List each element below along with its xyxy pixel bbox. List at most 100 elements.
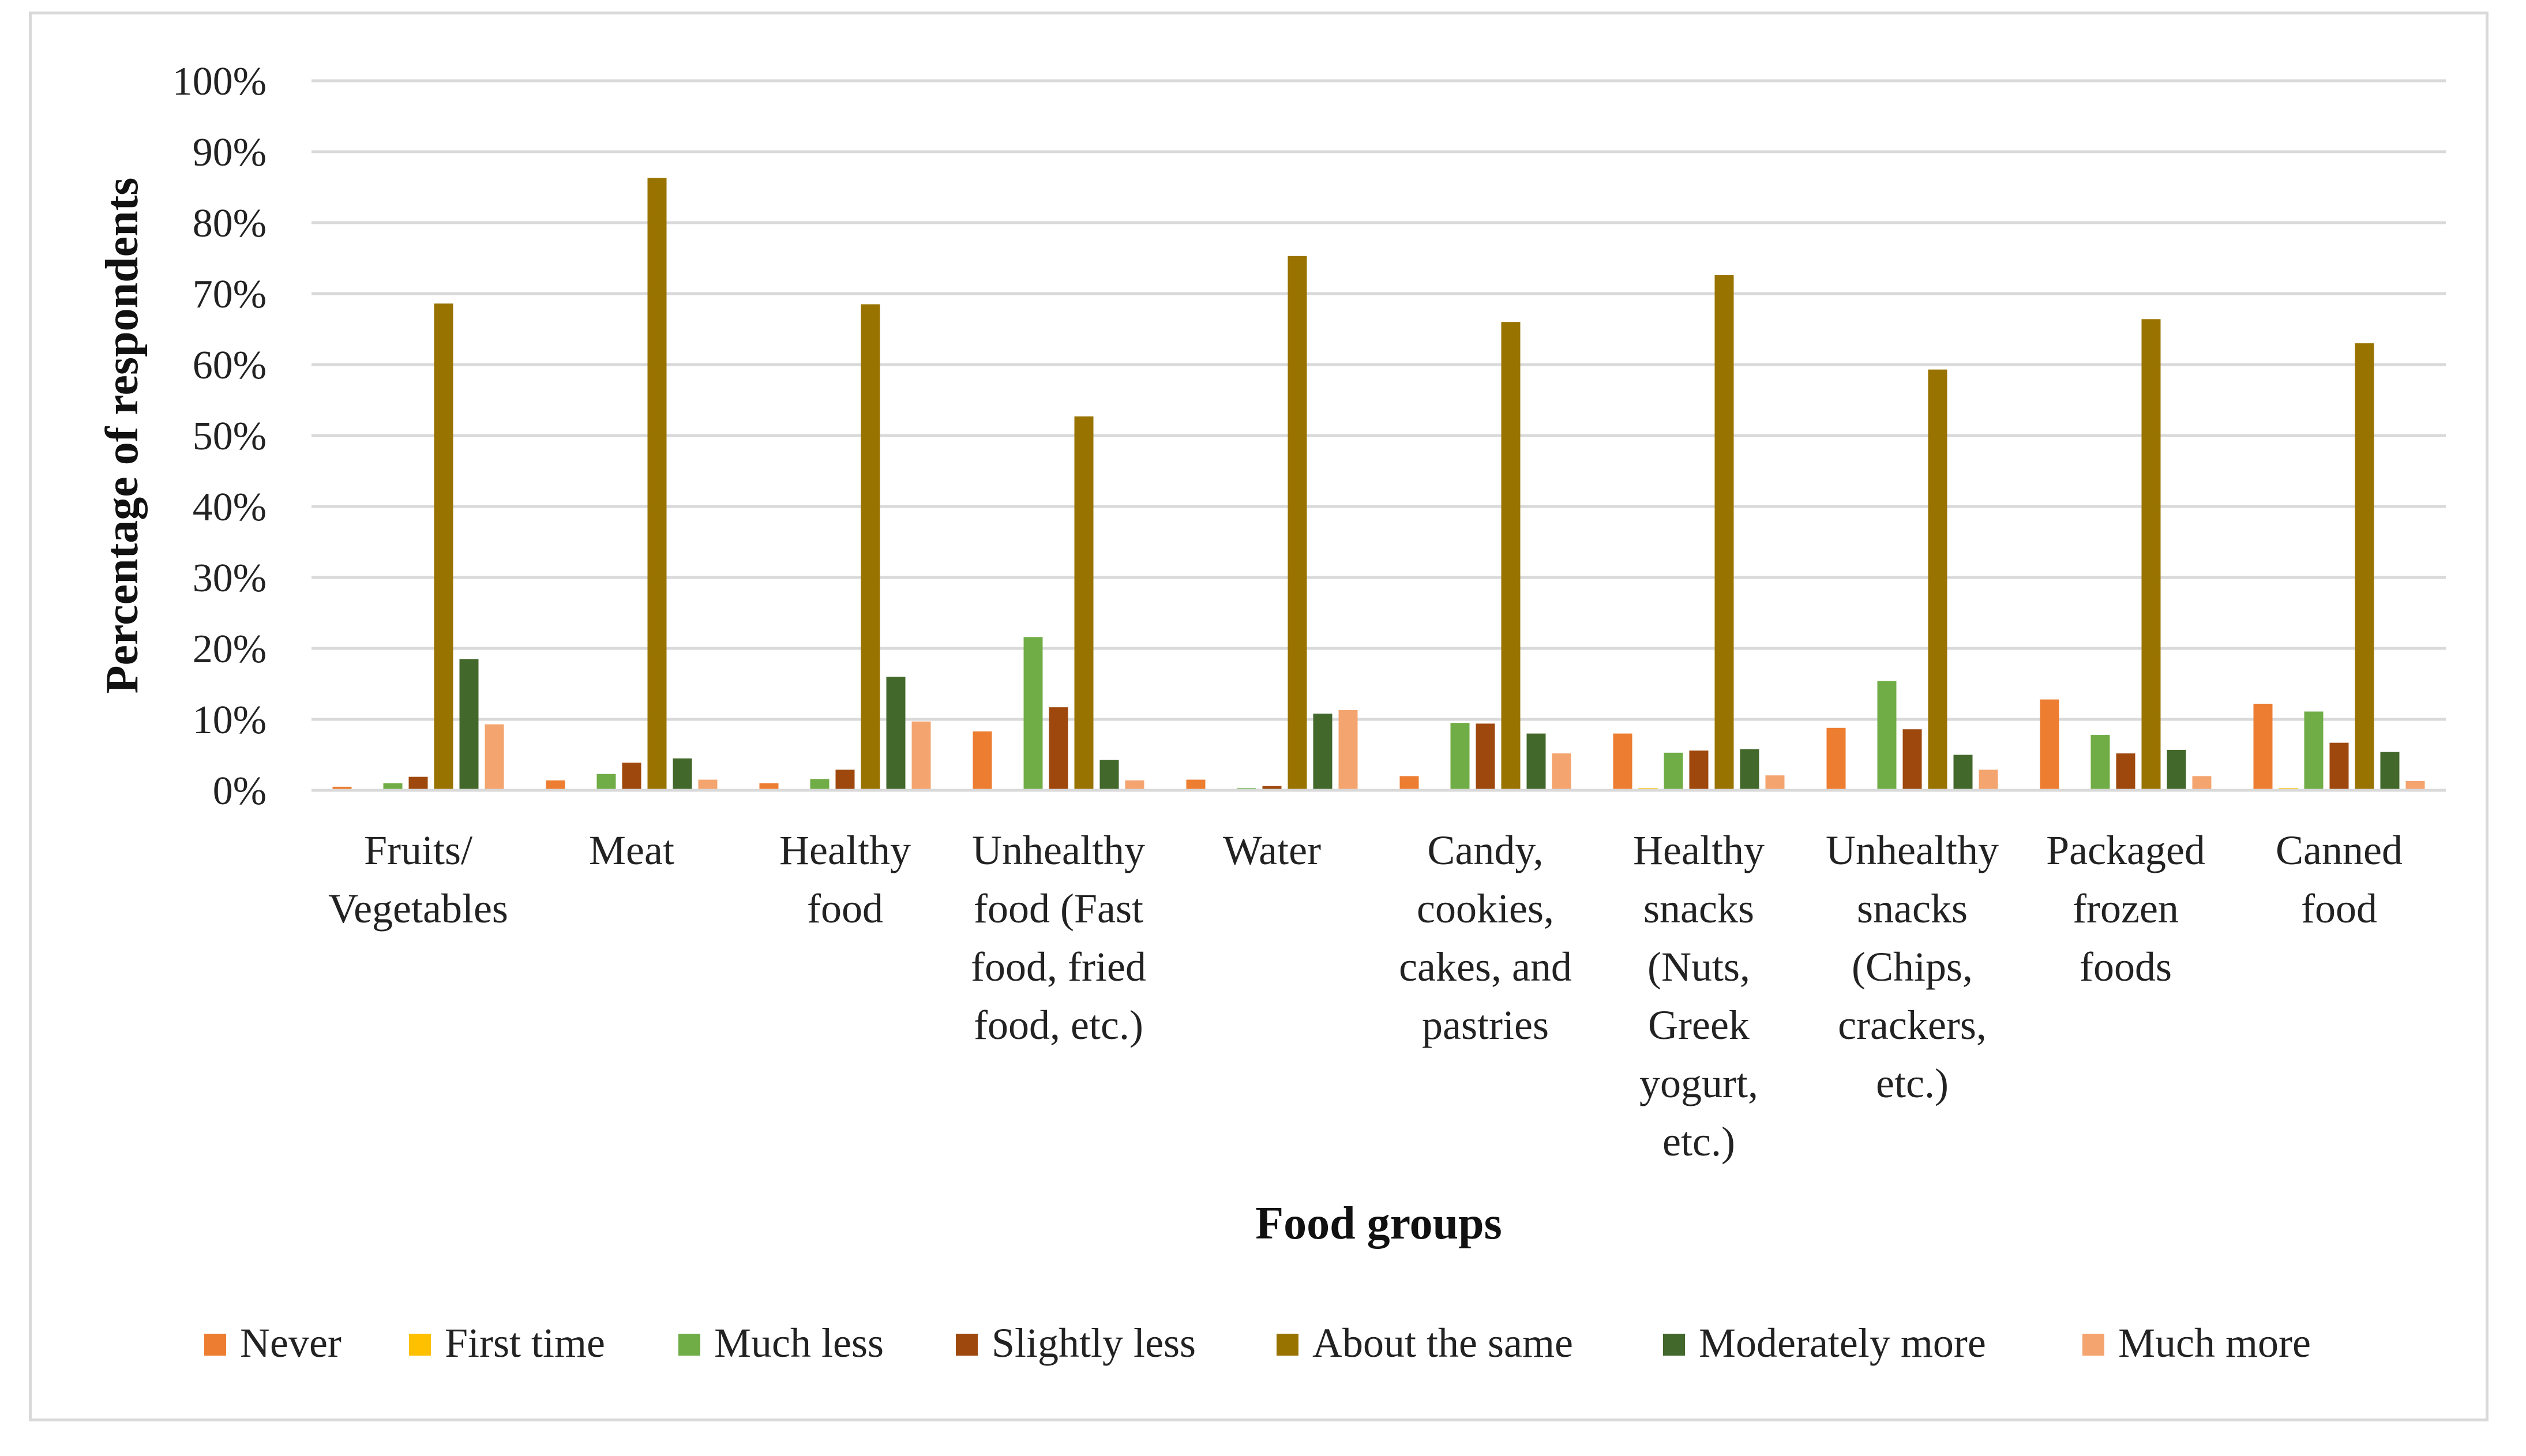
legend-swatch [2082, 1334, 2104, 1356]
bar [1877, 681, 1897, 790]
y-axis-title: Percentage of respondents [97, 178, 148, 694]
bar [886, 677, 906, 790]
legend-label: First time [445, 1320, 605, 1366]
bar [2141, 319, 2161, 790]
y-tick-label: 70% [193, 272, 267, 317]
bar [1765, 775, 1785, 790]
bar [759, 783, 779, 790]
bars [311, 178, 2446, 792]
bar [332, 786, 352, 790]
x-category-label: Healthy snacks (Nuts, Greek yogurt, etc.) [1633, 827, 1765, 1165]
y-tick-label: 40% [193, 485, 267, 530]
x-axis-categories: Fruits/Vegetables Meat Healthy food Unhealth… [328, 827, 2403, 1165]
legend-swatch [1277, 1334, 1298, 1356]
bar [1979, 770, 1998, 790]
bar [2355, 343, 2374, 790]
bar [1689, 750, 1709, 790]
bar [698, 779, 718, 790]
x-axis-title: Food groups [1255, 1198, 1502, 1249]
bar [861, 304, 880, 790]
bar [1613, 733, 1632, 790]
bar [2253, 703, 2273, 790]
x-category-label: Healthy food [779, 827, 911, 932]
bar [2040, 699, 2059, 790]
legend-label: Never [240, 1320, 341, 1366]
bar [408, 776, 428, 790]
bar [485, 724, 504, 790]
bar [1186, 779, 1206, 790]
bar [1664, 752, 1683, 790]
legend-label: Slightly less [992, 1320, 1196, 1366]
legend-swatch [204, 1334, 226, 1356]
x-category-label: Unhealthy food (Fast food, fried food, etc.… [971, 827, 1146, 1048]
bar [1399, 776, 1419, 790]
bar [2304, 711, 2324, 790]
bar [1049, 707, 1068, 790]
bar [2090, 735, 2110, 790]
bar [622, 763, 641, 790]
bar [1313, 714, 1333, 790]
bar [911, 721, 931, 790]
bar [647, 178, 667, 790]
bar [1552, 753, 1571, 790]
bar [1450, 723, 1470, 790]
bar [673, 758, 692, 790]
bar [1902, 729, 1922, 790]
bar [2167, 749, 2186, 790]
bar [1714, 275, 1734, 790]
x-category-label: Candy, cookies, cakes, and pastries [1399, 827, 1572, 1048]
bar [2329, 742, 2349, 790]
bar [1023, 637, 1043, 790]
y-tick-label: 100% [172, 59, 267, 104]
x-category-label: Meat [589, 827, 674, 873]
bar [1826, 727, 1846, 790]
bar [1526, 733, 1546, 790]
x-category-label: Fruits/Vegetables [328, 827, 508, 932]
legend-swatch [956, 1334, 978, 1356]
bar [459, 659, 479, 790]
legend-label: About the same [1312, 1320, 1573, 1366]
y-tick-label: 60% [193, 343, 267, 388]
bar [973, 731, 992, 790]
y-tick-label: 80% [193, 201, 267, 246]
y-tick-label: 50% [193, 414, 267, 459]
bar [1262, 786, 1282, 790]
bar [1740, 749, 1759, 790]
x-category-label: Unhealthy snacks (Chips, crackers, etc.) [1826, 827, 1999, 1106]
y-tick-label: 0% [213, 769, 267, 813]
bar [1288, 256, 1307, 790]
x-category-label: Packaged frozen foods [2046, 827, 2205, 990]
bar [546, 780, 565, 790]
bar [1338, 710, 1358, 790]
bar [1125, 780, 1144, 790]
y-axis-ticks: 0% 10% 20% 30% 40% 50% 60% 70% 80% 90% 100% [172, 59, 267, 813]
bar [434, 303, 453, 790]
bar [383, 783, 403, 790]
bar [596, 774, 616, 790]
bar [2380, 752, 2400, 790]
legend: Never First time Much less Slightly less Abo… [204, 1320, 2311, 1366]
legend-swatch [409, 1334, 431, 1356]
y-tick-label: 10% [193, 698, 267, 742]
bar [1953, 755, 1973, 790]
legend-label: Much more [2118, 1320, 2311, 1366]
x-category-label: Water [1223, 827, 1321, 873]
legend-label: Moderately more [1699, 1320, 1986, 1366]
gridlines [311, 79, 2446, 792]
bar [1074, 416, 1094, 790]
bar [835, 770, 855, 790]
legend-swatch [1663, 1334, 1685, 1356]
y-tick-label: 20% [193, 627, 267, 671]
legend-swatch [678, 1334, 700, 1356]
bar [810, 779, 830, 790]
bar [2192, 776, 2212, 790]
x-category-label: Canned food [2276, 827, 2403, 932]
bar [1501, 322, 1521, 790]
bar [1099, 760, 1119, 790]
y-tick-label: 90% [193, 130, 267, 175]
y-tick-label: 30% [193, 556, 267, 601]
bar [2405, 781, 2425, 790]
bar [1928, 369, 1947, 790]
bar [2116, 753, 2135, 790]
